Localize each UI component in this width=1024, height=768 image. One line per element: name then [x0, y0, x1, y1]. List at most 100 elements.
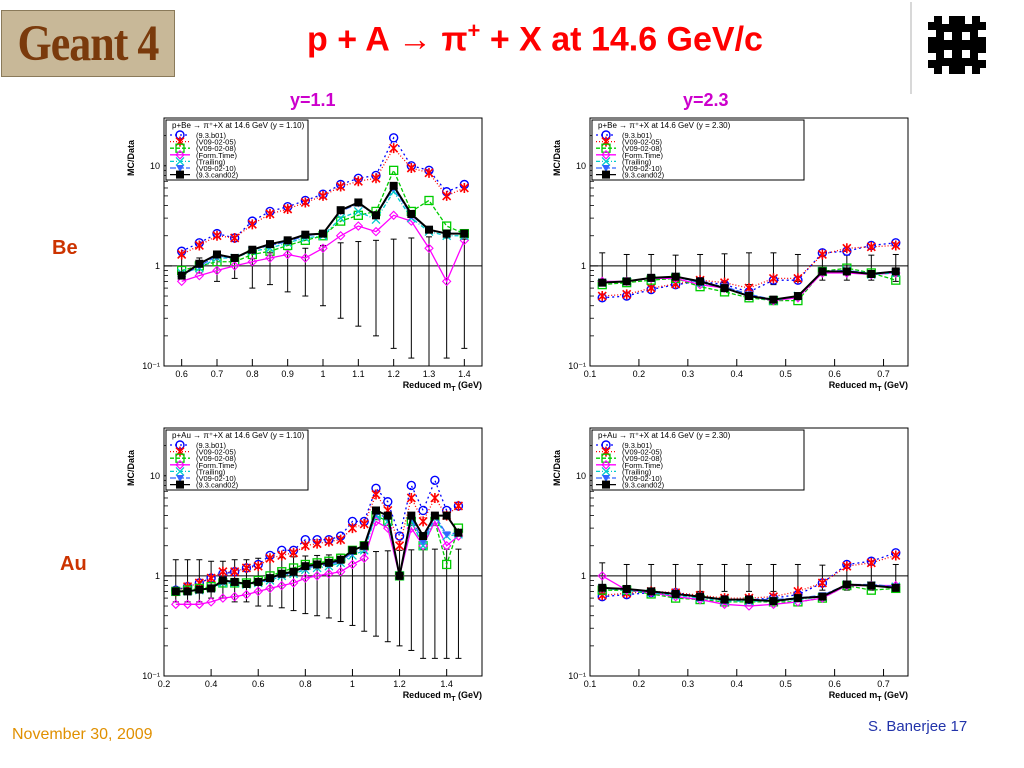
data-point: [424, 195, 434, 206]
data-point: [336, 555, 345, 564]
legend-marker: [601, 150, 611, 160]
y-tick-label: 10⁻¹: [142, 671, 160, 681]
fermilab-logo-icon: [928, 16, 986, 74]
legend-entry: (V09-02-05): [196, 138, 237, 147]
data-point: [891, 240, 901, 251]
data-point: [218, 593, 228, 603]
series-9-3-cand02: [171, 506, 463, 596]
legend-marker: [601, 156, 611, 166]
legend-box: [591, 119, 805, 181]
data-point: [171, 587, 180, 596]
data-point: [419, 532, 428, 541]
data-point: [194, 240, 204, 251]
y-tick-label: 10: [150, 161, 160, 171]
data-point: [371, 489, 381, 500]
data-point: [313, 560, 322, 569]
x-tick-label: 0.4: [731, 679, 744, 689]
column-label-y11: y=1.1: [290, 90, 336, 110]
x-tick-label: 0.2: [633, 679, 646, 689]
data-point: [597, 590, 607, 601]
data-point: [383, 511, 392, 520]
data-point: [242, 579, 251, 588]
data-point: [818, 267, 827, 276]
legend-box: [165, 429, 309, 491]
data-point: [406, 162, 416, 173]
data-point: [183, 587, 192, 596]
data-point: [207, 584, 216, 593]
data-point: [842, 561, 852, 572]
data-point: [170, 599, 181, 610]
data-point: [230, 232, 240, 243]
x-tick-label: 0.7: [877, 679, 890, 689]
data-point: [301, 562, 310, 571]
data-point: [371, 226, 381, 237]
data-point: [182, 599, 193, 610]
legend-marker: [176, 480, 184, 489]
legend-entry: (V09-02-08): [196, 144, 237, 153]
data-point: [213, 250, 221, 259]
data-point: [247, 256, 258, 267]
data-point: [459, 182, 469, 193]
x-tick-label: 0.7: [211, 369, 224, 379]
x-tick-label: 0.3: [682, 679, 695, 689]
data-point: [425, 225, 433, 234]
legend-entry: (V09-02-10): [622, 474, 663, 483]
data-point: [453, 500, 464, 511]
data-point: [842, 580, 851, 589]
legend: p+Be → π⁺+X at 14.6 GeV (y = 2.30)(9.3.b…: [591, 119, 805, 181]
legend: p+Be → π⁺+X at 14.6 GeV (y = 1.10)(9.3.b…: [165, 119, 309, 181]
data-point: [441, 540, 452, 551]
footer-date: November 30, 2009: [12, 726, 153, 743]
data-point: [300, 540, 310, 551]
data-point: [793, 273, 803, 284]
y-tick-label: 10⁻¹: [568, 671, 586, 681]
legend-marker: [175, 150, 185, 160]
data-point: [418, 505, 428, 516]
data-point: [206, 573, 216, 584]
y-tick-label: 1: [581, 261, 586, 271]
data-point: [283, 236, 292, 245]
x-tick-label: 0.5: [779, 679, 792, 689]
x-tick-label: 1.1: [352, 369, 365, 379]
legend-entry: (9.3.b01): [622, 441, 653, 450]
data-point: [289, 567, 298, 576]
legend-entry: (Form.Time): [622, 151, 663, 160]
data-point: [282, 249, 293, 260]
data-point: [817, 249, 827, 260]
data-point: [372, 211, 380, 220]
data-point: [388, 210, 399, 221]
data-point: [793, 594, 802, 603]
series-form-time: [176, 210, 470, 287]
data-point: [867, 269, 876, 278]
data-point: [622, 289, 632, 300]
x-tick-label: 0.1: [584, 679, 597, 689]
data-point: [335, 230, 346, 241]
data-point: [336, 534, 346, 545]
data-point: [866, 557, 876, 568]
data-point: [335, 566, 346, 577]
data-point: [359, 518, 369, 529]
x-axis-label: Reduced mT (GeV): [829, 380, 908, 393]
x-axis-label: Reduced mT (GeV): [403, 690, 482, 703]
legend-marker: [176, 475, 184, 482]
data-point: [407, 209, 416, 218]
series-9-3-cand02: [598, 580, 900, 606]
data-point: [418, 541, 428, 551]
legend-marker: [175, 143, 185, 153]
data-point: [318, 243, 328, 254]
data-point: [441, 276, 452, 287]
data-point: [266, 240, 274, 249]
legend-entry: (V09-02-08): [622, 454, 663, 463]
legend-entry: (V09-02-05): [622, 138, 663, 147]
data-point: [745, 595, 753, 604]
y-tick-label: 1: [581, 571, 586, 581]
x-tick-label: 0.7: [877, 369, 890, 379]
data-point: [194, 270, 205, 281]
data-point: [442, 531, 451, 539]
data-point: [793, 292, 802, 301]
series-line: [181, 136, 465, 252]
y-axis-label: MC/Data: [552, 449, 562, 486]
row-label-be: Be: [52, 237, 78, 259]
data-point: [212, 265, 222, 276]
